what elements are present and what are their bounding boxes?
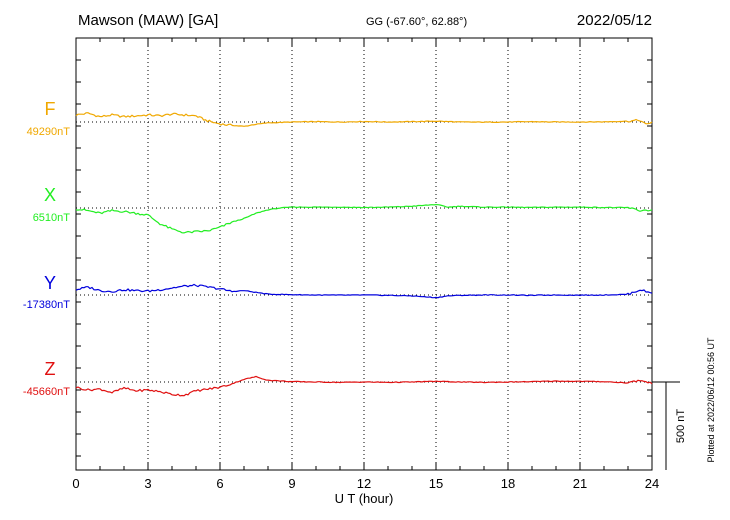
station-coords: GG (-67.60°, 62.88°) bbox=[366, 16, 467, 28]
series-line-z bbox=[75, 375, 653, 397]
series-letter-z: Z bbox=[45, 359, 56, 379]
series-baseline-z: -45660nT bbox=[23, 386, 70, 398]
plotted-at-note: Plotted at 2022/06/12 00:56 UT bbox=[706, 337, 716, 463]
xtick-label-15: 15 bbox=[429, 476, 443, 491]
scale-bar-label: 500 nT bbox=[675, 409, 687, 444]
xtick-label-21: 21 bbox=[573, 476, 587, 491]
series-letter-x: X bbox=[44, 185, 56, 205]
station-title: Mawson (MAW) [GA] bbox=[78, 12, 218, 29]
series-baseline-y: -17380nT bbox=[23, 299, 70, 311]
series-line-x bbox=[75, 203, 653, 234]
series-group bbox=[75, 112, 653, 397]
grid bbox=[76, 38, 652, 470]
chart-date: 2022/05/12 bbox=[577, 12, 652, 29]
series-line-f bbox=[75, 112, 653, 127]
ticks bbox=[75, 37, 653, 470]
scale-bar: 500 nT bbox=[652, 381, 687, 470]
xtick-label-6: 6 bbox=[216, 476, 223, 491]
xtick-label-9: 9 bbox=[288, 476, 295, 491]
x-axis-label: U T (hour) bbox=[335, 491, 394, 506]
series-letter-f: F bbox=[45, 99, 56, 119]
series-baseline-x: 6510nT bbox=[33, 212, 71, 224]
series-line-y bbox=[75, 283, 653, 299]
labels: 0 3 6 9 12 15 18 21 24 F 49290nT X 6510nT Y -17380nT Z -… bbox=[23, 99, 659, 491]
xtick-label-3: 3 bbox=[144, 476, 151, 491]
xtick-label-24: 24 bbox=[645, 476, 659, 491]
series-baseline-f: 49290nT bbox=[27, 126, 71, 138]
xtick-label-12: 12 bbox=[357, 476, 371, 491]
xtick-label-18: 18 bbox=[501, 476, 515, 491]
xtick-label-0: 0 bbox=[72, 476, 79, 491]
series-letter-y: Y bbox=[44, 273, 56, 293]
